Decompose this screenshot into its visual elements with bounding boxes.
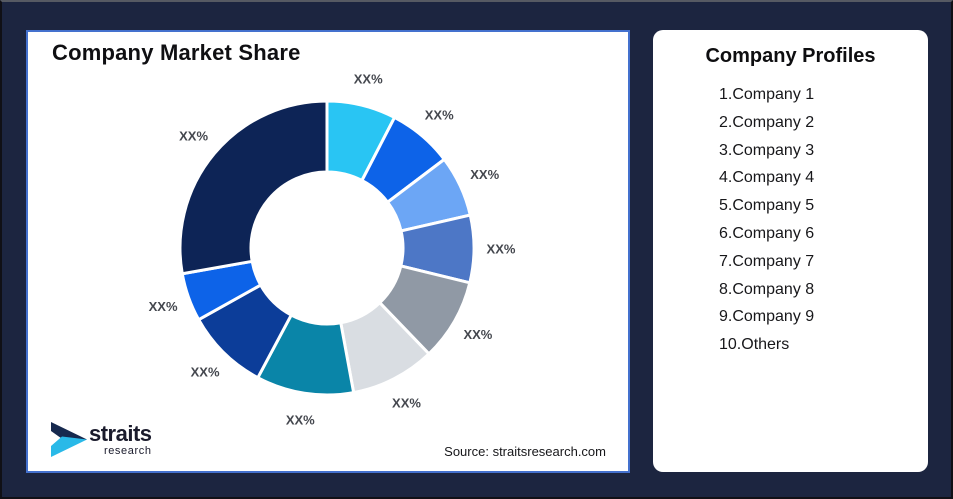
list-item: 9.Company 9 [719, 308, 815, 326]
list-item: 8.Company 8 [719, 280, 815, 298]
slice-label-3: XX% [470, 167, 499, 182]
list-item: 7.Company 7 [719, 252, 815, 270]
source-note: Source: straitsresearch.com [444, 444, 606, 459]
straits-research-logo: straits research [50, 421, 152, 458]
logo-subtext: research [103, 444, 152, 457]
list-item: 6.Company 6 [719, 224, 815, 242]
list-item: 2.Company 2 [719, 113, 815, 131]
list-item: 3.Company 3 [719, 141, 815, 159]
profiles-title: Company Profiles [705, 45, 876, 67]
donut-slice-10 [178, 99, 329, 276]
company-profiles-card: Company Profiles 1.Company 1 2.Company 2 3… [653, 30, 928, 472]
list-item: 5.Company 5 [719, 197, 815, 215]
market-share-card: Company Market Share XX% XX% XX% XX% XX% XX% X… [26, 30, 630, 473]
slice-label-4: XX% [487, 242, 516, 257]
list-item: 10.Others [719, 336, 790, 354]
donut-chart: XX% XX% XX% XX% XX% XX% XX% XX% XX% XX% [149, 71, 516, 427]
logo-text: straits research [89, 420, 152, 457]
straits-logo-icon [51, 422, 87, 457]
slice-label-6: XX% [392, 395, 421, 410]
slice-label-5: XX% [463, 327, 492, 342]
chart-title: Company Market Share [52, 40, 301, 65]
slice-label-10: XX% [179, 129, 208, 144]
slice-label-7: XX% [286, 412, 315, 427]
company-list: 1.Company 1 2.Company 2 3.Company 3 4.Compa… [653, 81, 928, 359]
slice-label-2: XX% [425, 108, 454, 123]
logo-name: straits [89, 420, 152, 446]
slice-label-8: XX% [191, 365, 220, 380]
list-item: 1.Company 1 [719, 86, 815, 103]
slice-label-1: XX% [354, 71, 383, 86]
slice-label-9: XX% [149, 299, 178, 314]
list-item: 4.Company 4 [719, 169, 815, 187]
